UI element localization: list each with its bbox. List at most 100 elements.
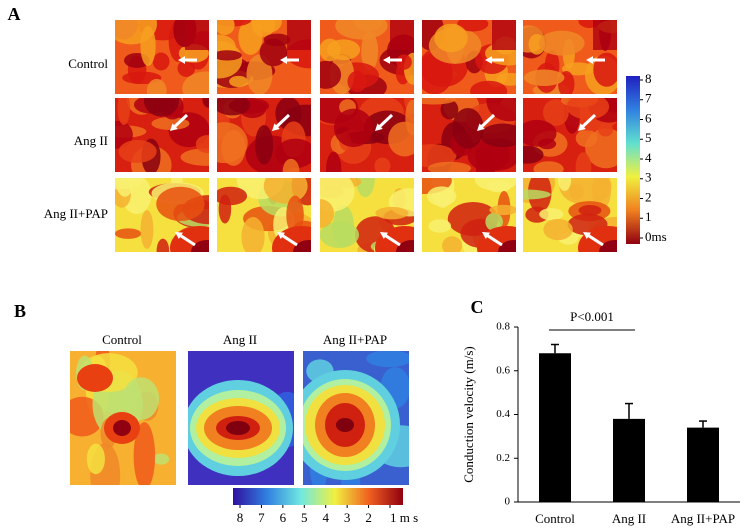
panel-label: A	[8, 4, 21, 24]
arrow-head	[586, 56, 594, 64]
heatmap	[422, 178, 516, 252]
heatmap	[115, 178, 209, 252]
arrow	[279, 232, 298, 247]
colorbar	[626, 76, 640, 244]
heatmap-blob	[374, 157, 391, 172]
arrow	[579, 113, 597, 130]
heatmap-corner	[390, 20, 414, 50]
colorbar-label: 7	[645, 91, 652, 106]
arrow-head	[583, 232, 591, 240]
x-tick-label: Ang II+PAP	[671, 511, 735, 526]
heatmap-blob	[275, 138, 311, 168]
arrow-head	[277, 232, 285, 240]
y-tick-label: 0.4	[496, 408, 510, 420]
heatmap-blob	[538, 30, 585, 56]
bar	[539, 353, 571, 502]
colorbar-label: 3	[645, 170, 652, 185]
heatmap-blob	[140, 210, 154, 249]
heatmap-blob	[202, 98, 209, 108]
heatmap-corner	[498, 240, 516, 252]
heatmap-blob	[470, 80, 508, 94]
heatmap-blob	[259, 38, 288, 67]
heatmap-blob	[146, 78, 167, 94]
heatmap-blob	[566, 98, 610, 120]
arrow-head	[375, 123, 383, 131]
heatmap-corner	[396, 240, 414, 252]
heatmap-blob	[585, 128, 617, 169]
heatmap	[217, 20, 311, 94]
heatmap	[320, 98, 414, 172]
panel-label: C	[471, 297, 484, 317]
arrow-head	[380, 232, 388, 240]
heatmap-blob	[320, 221, 360, 248]
colorbar-label: 2	[365, 510, 372, 525]
heatmap-blob	[325, 151, 342, 172]
row-label: Ang II+PAP	[44, 206, 108, 221]
heatmap-blob	[396, 54, 412, 70]
heatmap-blob	[598, 123, 614, 137]
heatmap-corner	[492, 20, 516, 50]
heatmap-blob	[263, 178, 308, 204]
heatmap-blob	[354, 20, 383, 31]
heatmap-blob	[523, 145, 544, 164]
heatmap-blob	[320, 199, 334, 228]
heatmap-blob	[115, 228, 142, 239]
heatmap-ring	[226, 421, 250, 435]
arrow	[376, 113, 394, 130]
heatmap-blob	[489, 204, 516, 216]
arrow-head	[178, 56, 186, 64]
colorbar	[233, 488, 403, 505]
colorbar-label: 1	[645, 209, 652, 224]
map-title: Control	[102, 332, 142, 347]
row-label: Control	[68, 56, 108, 71]
arrow-head	[280, 56, 288, 64]
heatmap	[115, 20, 209, 94]
y-tick-label: 0	[505, 496, 511, 508]
heatmap-blob	[486, 180, 511, 193]
heatmap	[303, 351, 409, 485]
heatmap-blob	[442, 236, 463, 252]
arrow	[484, 232, 503, 247]
heatmap-blob	[523, 69, 565, 87]
heatmap-blob	[143, 98, 180, 117]
heatmap-blob	[422, 98, 457, 105]
y-axis-title: Conduction velocity (m/s)	[461, 346, 476, 482]
heatmap	[422, 20, 516, 94]
heatmap-blob	[557, 178, 572, 192]
heatmap-blob	[485, 212, 503, 232]
colorbar-label: 4	[645, 150, 652, 165]
x-tick-label: Ang II	[612, 511, 646, 526]
heatmap-blob	[246, 54, 273, 94]
heatmap-blob	[593, 52, 617, 87]
heatmap-blob	[282, 158, 300, 172]
heatmap-blob	[320, 178, 355, 212]
colorbar-label: 3	[344, 510, 351, 525]
heatmap-blob	[182, 71, 209, 94]
heatmap-blob	[523, 119, 557, 147]
heatmap-blob	[286, 195, 304, 235]
heatmap-blob	[375, 206, 409, 220]
heatmap-blob	[591, 178, 611, 210]
arrow-head	[485, 56, 493, 64]
heatmap-blob	[118, 140, 157, 163]
heatmap-corner	[191, 240, 209, 252]
arrow-head	[272, 123, 280, 131]
heatmap-spot	[113, 420, 131, 436]
arrow-head	[482, 232, 490, 240]
x-tick-label: Control	[535, 511, 575, 526]
heatmap-blob	[217, 50, 242, 61]
arrow	[177, 232, 196, 247]
heatmap-corner	[293, 240, 311, 252]
heatmap-corner	[185, 20, 209, 50]
heatmap	[217, 178, 311, 252]
heatmap	[523, 178, 617, 252]
heatmap-corner	[599, 240, 617, 252]
arrow	[273, 113, 291, 130]
heatmap-corner	[287, 20, 311, 50]
heatmap-blob	[217, 20, 235, 36]
heatmap-blob	[440, 99, 459, 120]
heatmap-blob	[422, 178, 452, 195]
heatmap-blob	[427, 186, 457, 207]
heatmap-blob	[422, 144, 457, 168]
heatmap-blob	[255, 124, 274, 165]
